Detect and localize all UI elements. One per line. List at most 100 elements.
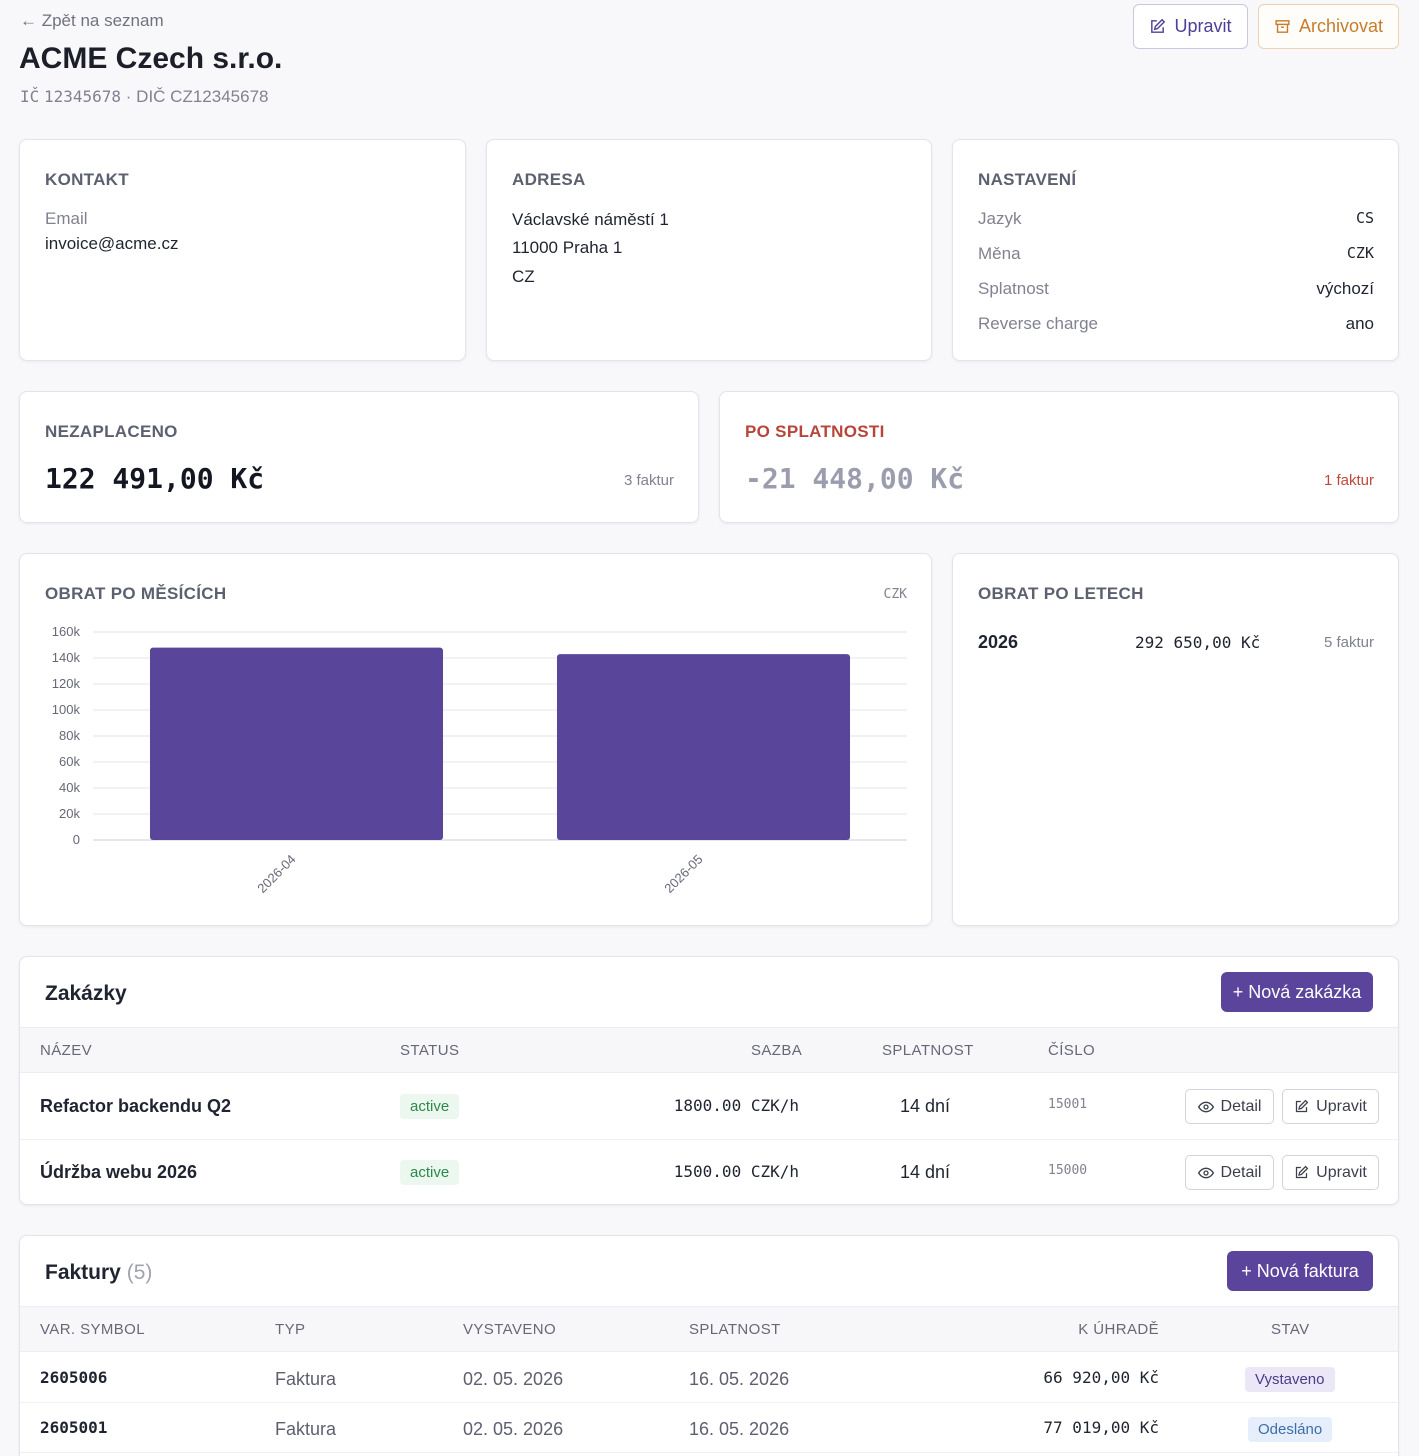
settings-language-value: CS	[1355, 209, 1374, 227]
projects-title: Zakázky	[45, 982, 127, 1005]
overdue-card: PO SPLATNOSTI -21 448,00 Kč 1 faktur	[719, 391, 1399, 523]
ic-label: IČ	[20, 87, 40, 106]
col-to-pay: K ÚHRADĚ	[1078, 1321, 1159, 1338]
project-detail-button[interactable]: Detail	[1185, 1155, 1274, 1190]
detail-label: Detail	[1220, 1163, 1262, 1181]
address-card: ADRESA Václavské náměstí 1 11000 Praha 1…	[486, 139, 932, 361]
col-rate: SAZBA	[751, 1042, 803, 1059]
settings-currency-label: Měna	[978, 244, 1021, 263]
edit-client-button[interactable]: Upravit	[1133, 4, 1248, 49]
project-detail-button[interactable]: Detail	[1185, 1089, 1274, 1124]
yearly-turnover-title: OBRAT PO LETECH	[978, 584, 1144, 603]
col-due: SPLATNOST	[882, 1042, 974, 1059]
monthly-currency: CZK	[883, 587, 907, 602]
address-line-2: 11000 Praha 1	[512, 238, 623, 257]
settings-due-label: Splatnost	[978, 279, 1049, 298]
table-row[interactable]: Refactor backendu Q2 active 1800.00 CZK/…	[20, 1074, 1398, 1140]
col-number: ČÍSLO	[1048, 1042, 1096, 1059]
col-name: NÁZEV	[40, 1042, 93, 1059]
edit-label: Upravit	[1316, 1097, 1367, 1115]
yearly-amount: 292 650,00 Kč	[1135, 633, 1261, 652]
edit-icon	[1151, 18, 1166, 33]
monthly-turnover-card: OBRAT PO MĚSÍCÍCH CZK 0 20k 40k 60k 80k 100k 1…	[19, 553, 932, 926]
project-name[interactable]: Údržba webu 2026	[40, 1162, 198, 1182]
archive-client-label: Archivovat	[1298, 16, 1384, 36]
company-ids: IČ 12345678 · DIČ CZ12345678	[20, 87, 268, 107]
project-due: 14 dní	[900, 1162, 951, 1182]
yearly-turnover-card: OBRAT PO LETECH 2026 292 650,00 Kč 5 fak…	[952, 553, 1399, 926]
col-var-symbol: VAR. SYMBOL	[40, 1321, 145, 1338]
ic-value: 12345678	[44, 87, 122, 106]
edit-icon	[1296, 1165, 1309, 1179]
invoices-count: (5)	[126, 1261, 153, 1284]
address-card-title: ADRESA	[512, 170, 586, 189]
invoice-due: 16. 05. 2026	[689, 1369, 790, 1389]
monthly-turnover-title: OBRAT PO MĚSÍCÍCH	[45, 584, 227, 603]
invoice-var-symbol[interactable]: 2605001	[40, 1418, 108, 1437]
edit-client-label: Upravit	[1174, 16, 1232, 36]
invoice-type: Faktura	[275, 1369, 337, 1389]
table-row[interactable]: 2605001 Faktura 02. 05. 2026 16. 05. 202…	[20, 1403, 1398, 1453]
project-name[interactable]: Refactor backendu Q2	[40, 1096, 232, 1116]
invoices-title-wrap: Faktury (5)	[45, 1261, 152, 1285]
y-tick-label: 100k	[52, 702, 81, 717]
settings-reverse-charge-label: Reverse charge	[978, 314, 1099, 333]
back-link[interactable]: ← Zpět na seznam	[20, 11, 164, 30]
status-badge: active	[400, 1094, 460, 1119]
x-tick-label: 2026-05	[661, 852, 705, 896]
settings-reverse-charge-value: ano	[1345, 314, 1374, 333]
project-edit-button[interactable]: Upravit	[1282, 1089, 1379, 1124]
invoice-issued: 02. 05. 2026	[463, 1369, 564, 1389]
project-number: 15000	[1048, 1163, 1088, 1178]
y-tick-label: 0	[73, 832, 80, 847]
archive-icon	[1275, 20, 1290, 33]
settings-language-label: Jazyk	[978, 209, 1022, 228]
invoice-amount: 77 019,00 Kč	[1043, 1418, 1159, 1437]
y-tick-label: 120k	[52, 676, 81, 691]
settings-row-currency: Měna CZK	[978, 244, 1374, 264]
email-label: Email	[45, 209, 88, 228]
table-row[interactable]: 2605006 Faktura 02. 05. 2026 16. 05. 202…	[20, 1353, 1398, 1403]
overdue-count: 1 faktur	[1323, 472, 1374, 489]
overdue-amount: -21 448,00 Kč	[745, 462, 965, 495]
bar-2026-05[interactable]	[556, 654, 851, 840]
col-issued: VYSTAVENO	[463, 1321, 557, 1338]
invoice-var-symbol[interactable]: 2605006	[40, 1368, 108, 1387]
overdue-title: PO SPLATNOSTI	[745, 422, 885, 441]
settings-row-due: Splatnost výchozí	[978, 279, 1374, 299]
unpaid-card: NEZAPLACENO 122 491,00 Kč 3 faktur	[19, 391, 699, 523]
invoice-due: 16. 05. 2026	[689, 1419, 790, 1439]
email-value[interactable]: invoice@acme.cz	[45, 234, 179, 253]
y-tick-label: 80k	[59, 728, 80, 743]
status-badge: active	[400, 1160, 460, 1185]
table-row[interactable]: Údržba webu 2026 active 1500.00 CZK/h 14…	[20, 1140, 1398, 1204]
archive-client-button[interactable]: Archivovat	[1258, 4, 1399, 49]
y-tick-label: 140k	[52, 650, 81, 665]
status-badge: Odesláno	[1248, 1417, 1333, 1442]
bar-2026-04[interactable]	[149, 647, 444, 840]
edit-label: Upravit	[1316, 1163, 1367, 1181]
new-invoice-button[interactable]: + Nová faktura	[1227, 1251, 1373, 1291]
x-tick-label: 2026-04	[254, 852, 298, 896]
col-status: STATUS	[400, 1042, 460, 1059]
settings-row-reverse-charge: Reverse charge ano	[978, 314, 1374, 334]
settings-card: NASTAVENÍ Jazyk CS Měna CZK Splatnost vý…	[952, 139, 1399, 361]
new-project-button[interactable]: + Nová zakázka	[1221, 972, 1373, 1012]
unpaid-amount: 122 491,00 Kč	[45, 462, 265, 495]
settings-due-value: výchozí	[1316, 279, 1374, 298]
col-status: STAV	[1271, 1321, 1310, 1338]
yearly-row: 2026 292 650,00 Kč 5 faktur	[978, 632, 1374, 656]
col-type: TYP	[275, 1321, 306, 1338]
unpaid-count: 3 faktur	[623, 472, 674, 489]
invoices-card: Faktury (5) + Nová faktura VAR. SYMBOL T…	[19, 1235, 1399, 1456]
settings-row-language: Jazyk CS	[978, 209, 1374, 229]
project-number: 15001	[1048, 1097, 1088, 1112]
col-due: SPLATNOST	[689, 1321, 781, 1338]
project-rate: 1800.00 CZK/h	[673, 1096, 799, 1115]
address-line-3: CZ	[512, 267, 535, 286]
invoice-issued: 02. 05. 2026	[463, 1419, 564, 1439]
projects-table-header: NÁZEV STATUS SAZBA SPLATNOST ČÍSLO	[20, 1027, 1398, 1073]
project-edit-button[interactable]: Upravit	[1282, 1155, 1379, 1190]
eye-icon	[1197, 1167, 1214, 1178]
address-line-1: Václavské náměstí 1	[512, 210, 669, 229]
